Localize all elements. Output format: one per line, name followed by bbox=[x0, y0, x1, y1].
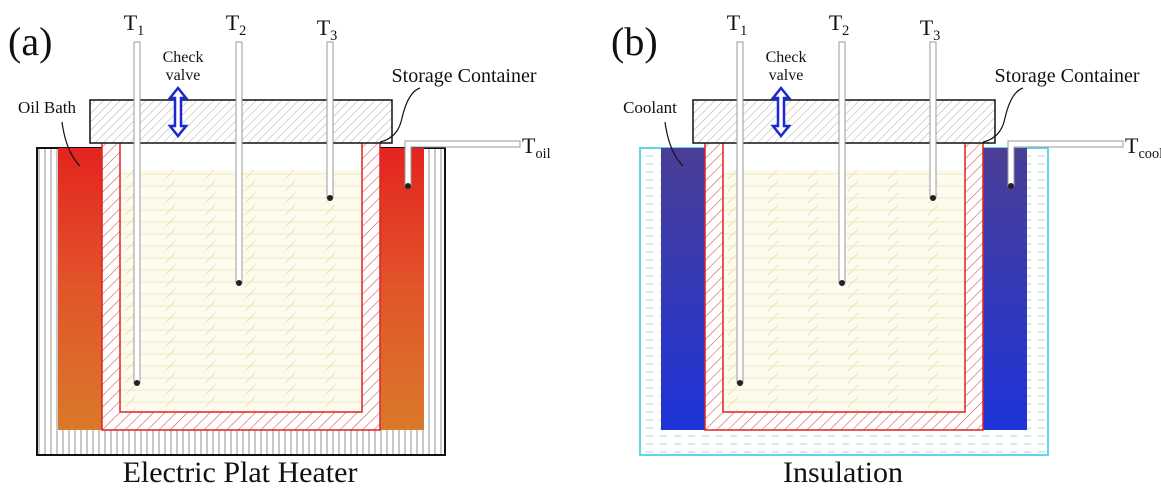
probe-tip bbox=[405, 183, 411, 189]
probe-label: T2 bbox=[829, 10, 850, 39]
probe-tip bbox=[930, 195, 936, 201]
probe-tip bbox=[737, 380, 743, 386]
probe-label: T1 bbox=[727, 10, 748, 39]
bath-label: Oil Bath bbox=[18, 98, 77, 117]
probe-tip bbox=[134, 380, 140, 386]
probe-label: T2 bbox=[226, 10, 247, 39]
probe bbox=[134, 42, 140, 383]
label-base: T bbox=[226, 10, 240, 35]
probe-label: Tcoolant bbox=[1125, 133, 1161, 162]
label-sub: 1 bbox=[740, 23, 747, 39]
probe bbox=[839, 42, 845, 283]
probe bbox=[737, 42, 743, 383]
label-base: T bbox=[317, 15, 331, 40]
probe-label: T3 bbox=[920, 15, 941, 44]
bath bbox=[380, 148, 424, 430]
bath bbox=[58, 148, 106, 430]
label-base: T bbox=[920, 15, 934, 40]
label-sub: 3 bbox=[330, 28, 337, 44]
bath bbox=[983, 148, 1027, 430]
probe-tip bbox=[327, 195, 333, 201]
probe bbox=[327, 42, 333, 198]
bath bbox=[661, 148, 709, 430]
probe-label: T3 bbox=[317, 15, 338, 44]
probe-tip bbox=[839, 280, 845, 286]
label-base: T bbox=[522, 133, 536, 158]
label-sub: coolant bbox=[1138, 146, 1161, 162]
footer-label: Insulation bbox=[783, 456, 903, 489]
probe-tip bbox=[1008, 183, 1014, 189]
check-valve-label: Check bbox=[766, 49, 807, 66]
label-sub: 2 bbox=[842, 23, 849, 39]
footer-label: Electric Plat Heater bbox=[123, 456, 358, 489]
label-base: T bbox=[727, 10, 741, 35]
label-sub: 3 bbox=[933, 28, 940, 44]
label-sub: 1 bbox=[137, 23, 144, 39]
bath-label: Coolant bbox=[623, 98, 677, 117]
check-valve-label: Check bbox=[163, 49, 204, 66]
label-base: T bbox=[1125, 133, 1139, 158]
check-valve-label: valve bbox=[166, 67, 201, 84]
label-base: T bbox=[124, 10, 138, 35]
probe-label: Toil bbox=[522, 133, 551, 162]
probe-label: T1 bbox=[124, 10, 145, 39]
panel-label: (b) bbox=[611, 19, 658, 64]
probe bbox=[236, 42, 242, 283]
container-label: Storage Container bbox=[392, 65, 537, 87]
diagram: T1T2T3CheckvalveStorage ContainerOil Bat… bbox=[0, 0, 1161, 491]
panel-label: (a) bbox=[8, 19, 52, 64]
probe-tip bbox=[236, 280, 242, 286]
label-sub: oil bbox=[535, 146, 550, 162]
label-sub: 2 bbox=[239, 23, 246, 39]
container-label: Storage Container bbox=[995, 65, 1140, 87]
check-valve-label: valve bbox=[769, 67, 804, 84]
probe bbox=[930, 42, 936, 198]
label-base: T bbox=[829, 10, 843, 35]
